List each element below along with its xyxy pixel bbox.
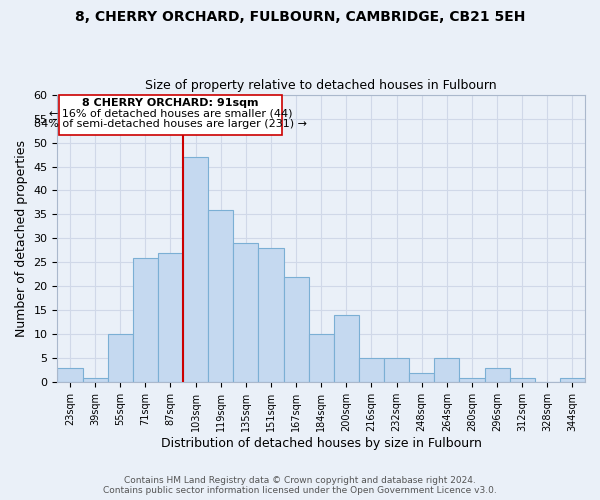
Bar: [334, 315, 359, 382]
Bar: [409, 373, 434, 382]
Bar: [384, 358, 409, 382]
Bar: [434, 358, 460, 382]
Bar: [83, 378, 107, 382]
Bar: [485, 368, 509, 382]
Text: 8 CHERRY ORCHARD: 91sqm: 8 CHERRY ORCHARD: 91sqm: [82, 98, 259, 108]
Bar: [460, 378, 485, 382]
Bar: [58, 368, 83, 382]
Title: Size of property relative to detached houses in Fulbourn: Size of property relative to detached ho…: [145, 79, 497, 92]
Bar: [259, 248, 284, 382]
Bar: [359, 358, 384, 382]
Bar: [509, 378, 535, 382]
Bar: [284, 277, 308, 382]
FancyBboxPatch shape: [59, 94, 282, 136]
Bar: [560, 378, 585, 382]
X-axis label: Distribution of detached houses by size in Fulbourn: Distribution of detached houses by size …: [161, 437, 482, 450]
Y-axis label: Number of detached properties: Number of detached properties: [15, 140, 28, 337]
Text: Contains HM Land Registry data © Crown copyright and database right 2024.
Contai: Contains HM Land Registry data © Crown c…: [103, 476, 497, 495]
Bar: [158, 253, 183, 382]
Bar: [107, 334, 133, 382]
Bar: [233, 243, 259, 382]
Bar: [183, 157, 208, 382]
Bar: [208, 210, 233, 382]
Text: ← 16% of detached houses are smaller (44): ← 16% of detached houses are smaller (44…: [49, 109, 292, 119]
Text: 84% of semi-detached houses are larger (231) →: 84% of semi-detached houses are larger (…: [34, 120, 307, 130]
Bar: [133, 258, 158, 382]
Text: 8, CHERRY ORCHARD, FULBOURN, CAMBRIDGE, CB21 5EH: 8, CHERRY ORCHARD, FULBOURN, CAMBRIDGE, …: [75, 10, 525, 24]
Bar: [308, 334, 334, 382]
